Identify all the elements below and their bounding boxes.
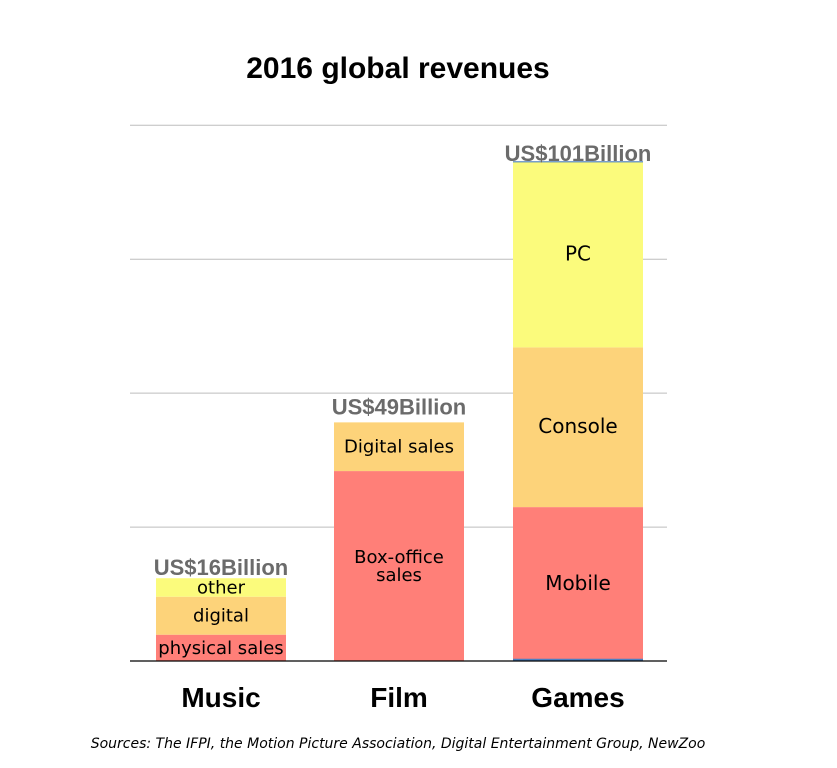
segment-label-film-2: Digital sales [344, 437, 454, 458]
segment-label-games-1: Mobile [545, 571, 611, 595]
segment-label-line: other [197, 577, 246, 598]
segment-label-line: Mobile [545, 571, 611, 595]
segment-label-line: PC [565, 242, 591, 266]
segment-label-line: digital [193, 606, 249, 627]
segment-label-music-1: physical sales [158, 638, 283, 659]
segment-label-film-1: Box-office sales [354, 547, 444, 586]
bars [156, 161, 643, 661]
segment-label-games-3: PC [565, 242, 591, 266]
bar-games-segment-1 [513, 507, 643, 661]
category-label-music: Music [181, 682, 260, 713]
segment-label-line: Box-office [354, 547, 444, 568]
source-note: Sources: The IFPI, the Motion Picture As… [91, 736, 706, 752]
segment-label-line: Console [538, 414, 617, 438]
segment-label-music-2: digital [193, 606, 249, 627]
bar-film-segment-2 [334, 422, 464, 472]
bar-film-segment-1 [334, 471, 464, 661]
total-label-film: US$49Billion [332, 394, 466, 419]
total-label-music: US$16Billion [154, 555, 288, 580]
total-label-games: US$101Billion [505, 141, 652, 166]
bar-games-segment-2 [513, 347, 643, 508]
bar-music-segment-3 [156, 578, 286, 597]
chart-title: 2016 global revenues [246, 52, 550, 85]
category-label-games: Games [531, 682, 624, 713]
segment-label-line: physical sales [158, 638, 283, 659]
bar-music-segment-1 [156, 634, 286, 661]
segment-label-music-3: other [197, 577, 246, 598]
category-label-film: Film [370, 682, 428, 713]
bar-music-segment-2 [156, 596, 286, 635]
segment-label-line: Digital sales [344, 437, 454, 458]
segment-label-games-2: Console [538, 414, 617, 438]
bar-games-segment-3 [513, 161, 643, 348]
segment-label-line: sales [376, 565, 422, 586]
